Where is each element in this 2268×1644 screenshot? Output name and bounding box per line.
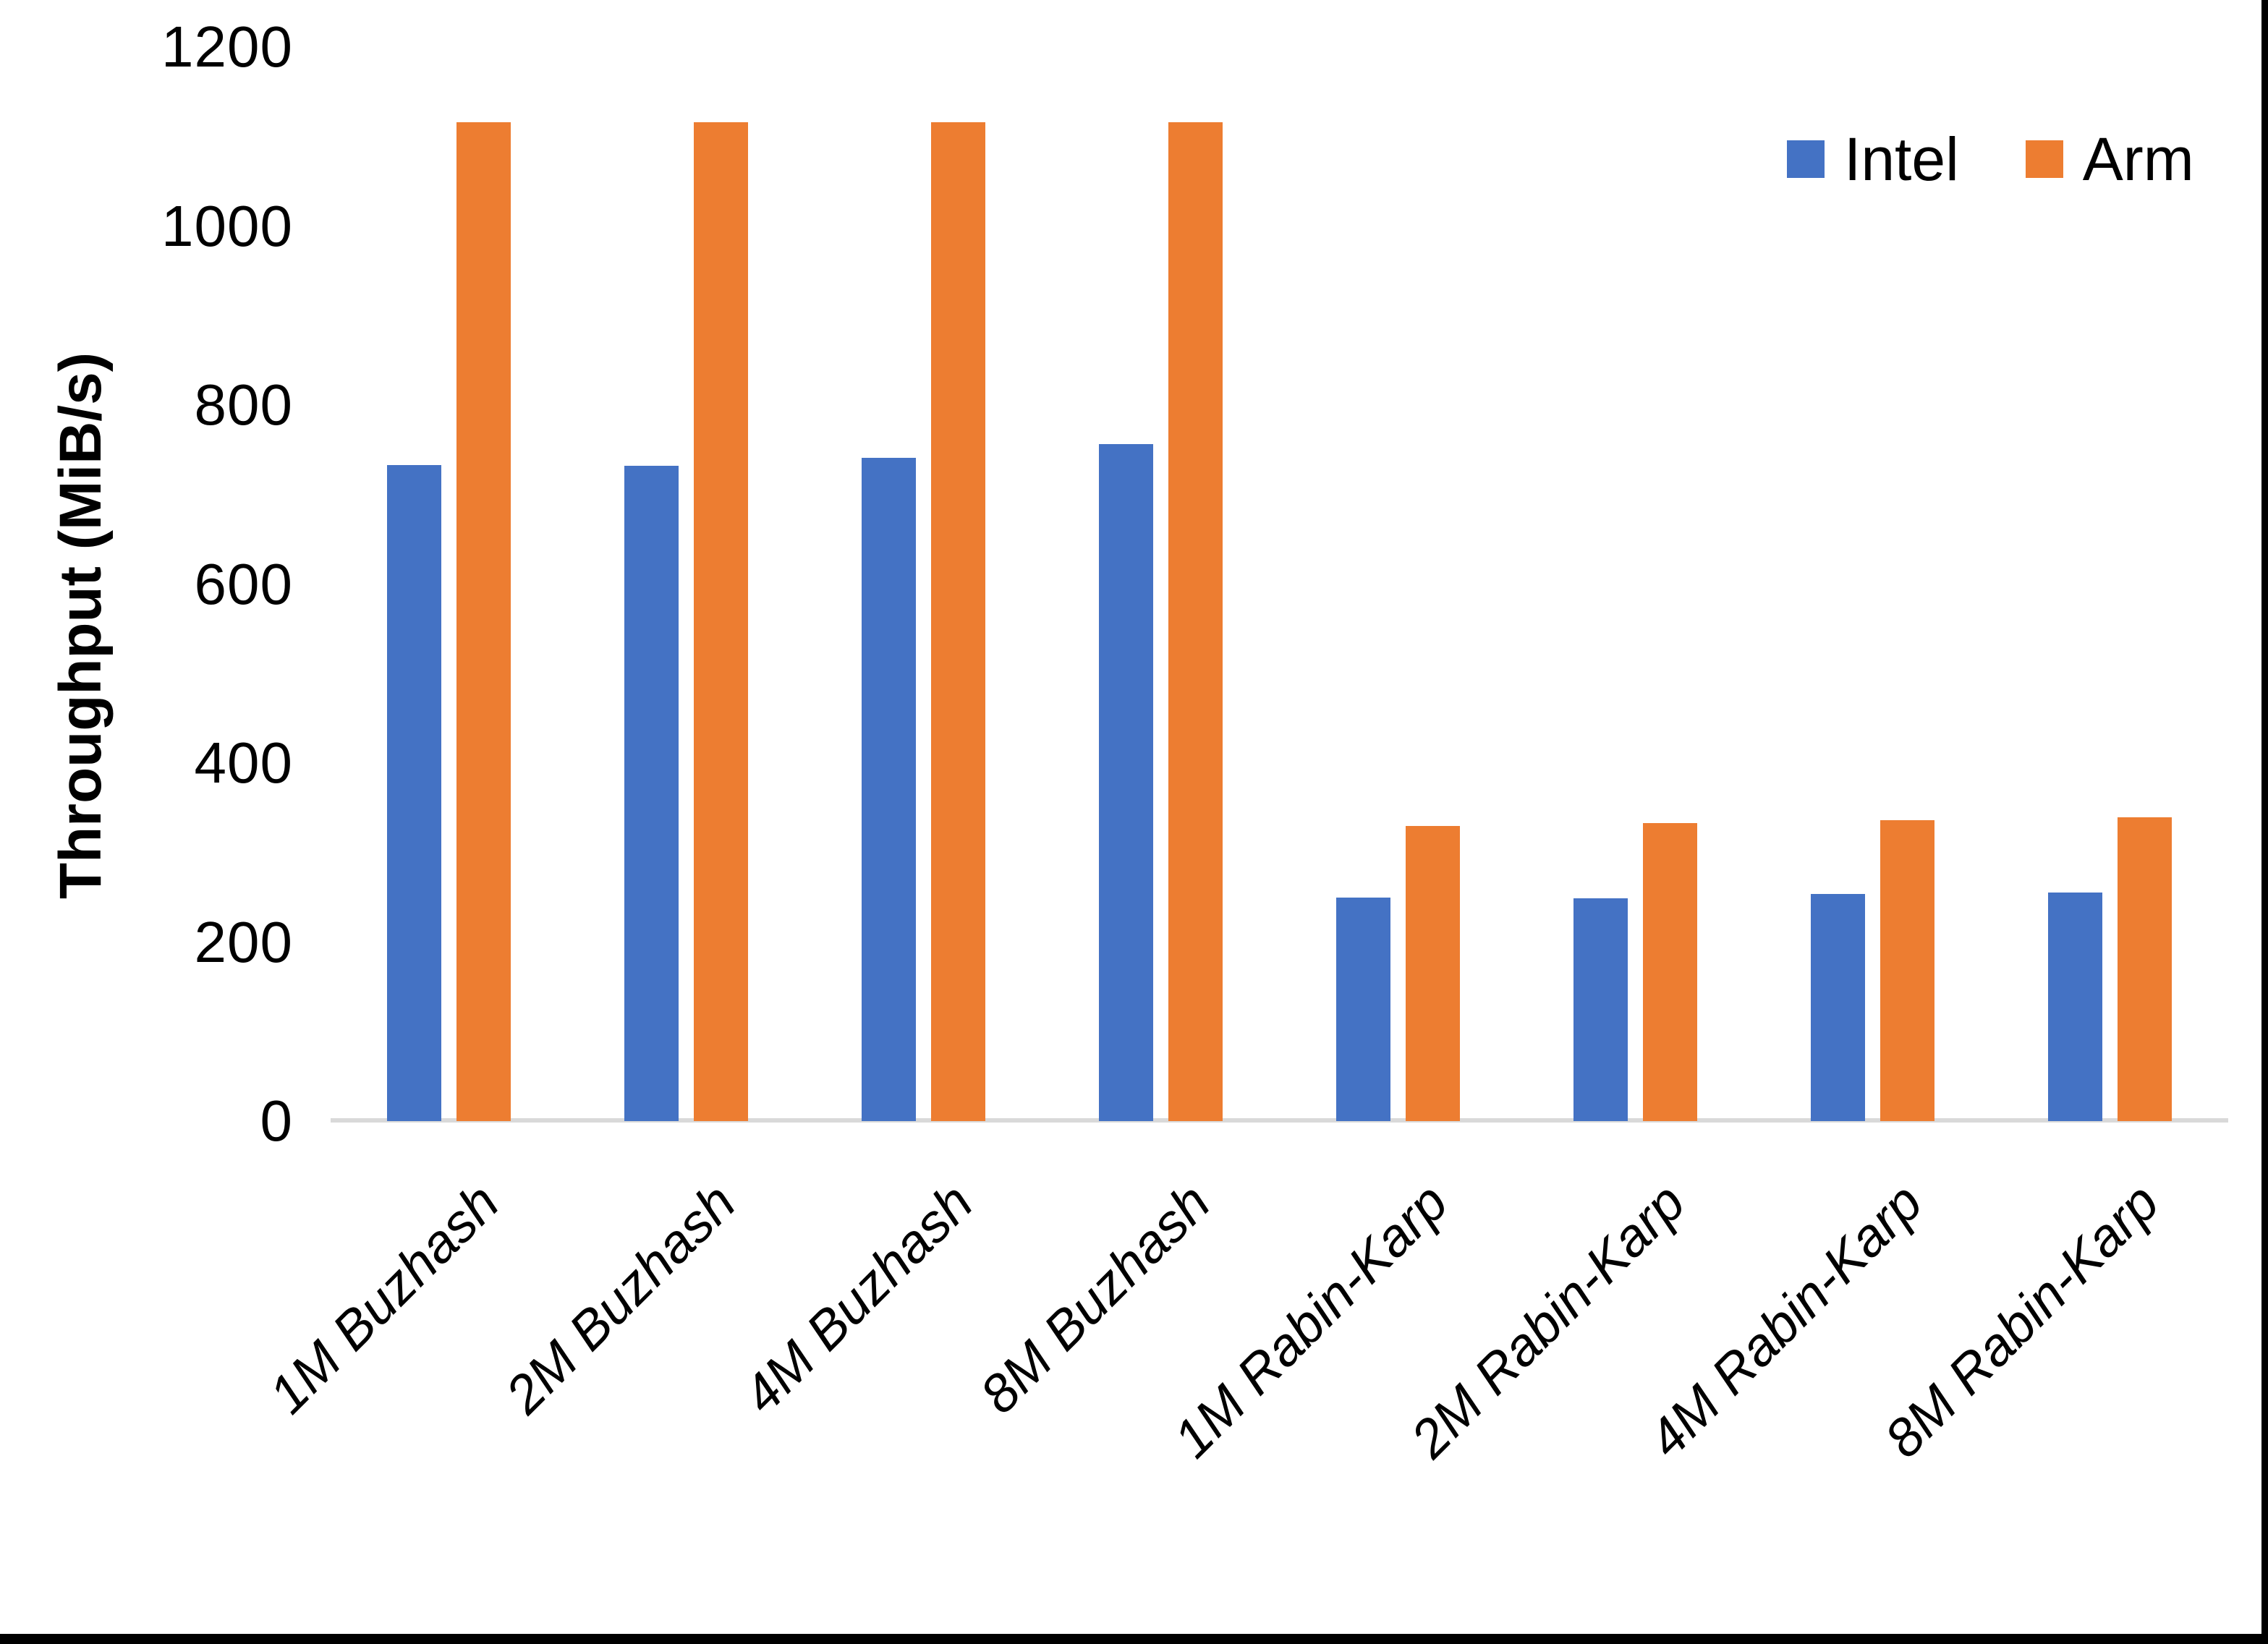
x-category-label: 1M Buzhash	[257, 1172, 510, 1425]
y-tick-label: 600	[194, 551, 293, 616]
x-category-label: 2M Buzhash	[494, 1172, 747, 1425]
bar-intel-1	[387, 464, 442, 1121]
legend-item-arm: Arm	[2025, 125, 2194, 193]
y-tick-label: 1200	[161, 14, 293, 79]
legend: Intel Arm	[1787, 129, 2194, 189]
legend-label: Intel	[1844, 125, 1959, 193]
bar-arm-1	[456, 122, 511, 1121]
legend-swatch-arm	[2025, 140, 2063, 178]
y-tick-label: 1000	[161, 193, 293, 258]
bar-intel-3	[862, 458, 917, 1121]
bar-arm-3	[931, 122, 986, 1121]
x-axis-line	[331, 1118, 2228, 1123]
y-tick-label: 0	[260, 1089, 293, 1153]
y-axis-title: Throughput (MiB/s)	[48, 352, 114, 900]
y-tick-label: 200	[194, 909, 293, 974]
bar-arm-2	[694, 122, 749, 1121]
x-category-label: 8M Buzhash	[969, 1172, 1222, 1425]
bar-intel-6	[1573, 898, 1628, 1121]
legend-label: Arm	[2082, 125, 2194, 193]
y-tick-label: 400	[194, 731, 293, 795]
x-category-label: 4M Buzhash	[731, 1172, 985, 1425]
window-bottom-border	[0, 1634, 2268, 1644]
y-tick-label: 800	[194, 372, 293, 437]
bar-intel-4	[1099, 444, 1154, 1121]
bar-arm-5	[1405, 825, 1460, 1121]
bar-arm-7	[1880, 820, 1934, 1121]
legend-swatch-intel	[1787, 140, 1825, 178]
bar-intel-7	[1810, 893, 1865, 1121]
bar-intel-2	[624, 466, 679, 1121]
bar-arm-8	[2117, 817, 2172, 1121]
window-right-border	[2261, 0, 2268, 1644]
bar-arm-4	[1168, 122, 1223, 1121]
bar-intel-5	[1335, 897, 1390, 1121]
legend-item-intel: Intel	[1787, 129, 1959, 189]
bar-arm-6	[1642, 822, 1697, 1121]
bar-intel-8	[2047, 893, 2102, 1121]
